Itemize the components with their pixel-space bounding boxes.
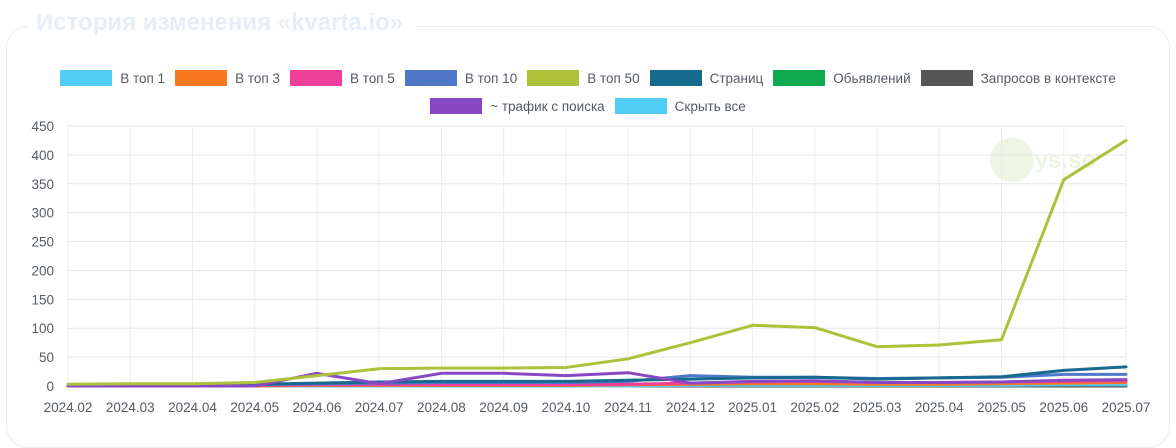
x-tick-label: 2025.04 [915,400,964,415]
y-tick-label: 150 [31,292,54,307]
legend-label: В топ 50 [587,70,640,86]
legend-label: Обьявлений [833,70,911,86]
x-tick-label: 2024.10 [541,400,590,415]
y-tick-label: 400 [31,148,54,163]
legend-row: В топ 1 В топ 3 В топ 5 В топ 10 В топ 50 Стр… [0,64,1176,92]
x-tick-label: 2025.02 [790,400,839,415]
series-line-5 [66,138,1128,386]
legend-swatch [614,98,667,114]
x-tick-label: 2024.02 [44,400,93,415]
x-tick-label: 2024.03 [106,400,155,415]
x-tick-label: 2024.04 [168,400,217,415]
x-tick-label: 2024.05 [230,400,279,415]
y-tick-label: 450 [31,119,54,134]
legend-row: ~ трафик с поиска Скрыть все [0,92,1176,120]
legend-label: В топ 5 [349,70,395,86]
legend-swatch [649,70,702,86]
legend-item-1[interactable]: В топ 1 [60,70,165,86]
watermark-logo-circle [990,138,1034,182]
legend-item-2[interactable]: В топ 3 [175,70,280,86]
legend-item-5[interactable]: В топ 50 [527,70,640,86]
legend-label: Запросов в контексте [980,70,1116,86]
legend-swatch [920,70,973,86]
legend-item-6[interactable]: Страниц [649,70,764,86]
y-tick-label: 250 [31,235,54,250]
legend-label: В топ 1 [120,70,166,86]
keys-so-watermark: keys.so [990,138,1096,182]
legend-item-4[interactable]: В топ 10 [404,70,518,86]
legend-item-8[interactable]: Запросов в контексте [920,70,1116,86]
legend-swatch [404,70,457,86]
y-tick-label: 200 [31,263,54,278]
legend-item-7[interactable]: Обьявлений [773,70,911,86]
x-tick-label: 2025.03 [853,400,902,415]
y-tick-label: 0 [46,379,54,394]
grid [67,125,1127,387]
y-tick-label: 300 [31,206,54,221]
legend-item-9[interactable]: ~ трафик с поиска [430,98,605,114]
legend-item-hide-all[interactable]: Скрыть все [614,98,746,114]
legend-swatch [430,98,483,114]
title-wrap: История изменения «kvarta.io» [28,8,418,38]
legend-label: В топ 3 [235,70,280,86]
x-tick-label: 2024.11 [604,400,652,415]
x-tick-label: 2024.12 [666,400,715,415]
x-tick-label: 2024.06 [293,400,342,415]
page-title: История изменения «kvarta.io» [36,9,404,36]
x-tick-label: 2024.08 [417,400,466,415]
y-tick-label: 100 [31,321,54,336]
legend-swatch [175,70,228,86]
x-tick-label: 2025.06 [1039,400,1088,415]
x-tick-label: 2025.01 [728,400,777,415]
line-chart: keys.so 0 50 100 150 200 250 300 350 400 450 2024… [31,119,1151,415]
legend-label: Скрыть все [674,98,746,114]
x-tick-label: 2025.05 [977,400,1026,415]
y-axis-ticks: 0 50 100 150 200 250 300 350 400 450 [31,119,54,394]
legend-swatch [527,70,580,86]
x-tick-label: 2024.09 [479,400,528,415]
legend: В топ 1 В топ 3 В топ 5 В топ 10 В топ 50 Стр… [0,64,1176,120]
legend-swatch [289,70,342,86]
legend-swatch [60,70,113,86]
legend-item-3[interactable]: В топ 5 [289,70,395,86]
legend-label: ~ трафик с поиска [490,98,605,114]
x-tick-label: 2024.07 [355,400,404,415]
watermark-text: keys.so [1008,147,1096,174]
x-axis-ticks: 2024.02 2024.03 2024.04 2024.05 2024.06 2024.… [44,400,1151,415]
legend-label: Страниц [709,70,764,86]
x-tick-label: 2025.07 [1102,400,1151,415]
legend-swatch [773,70,826,86]
y-tick-label: 50 [39,350,54,365]
series-line-6 [66,365,1128,387]
legend-label: В топ 10 [464,70,518,86]
series-lines [66,138,1128,388]
y-tick-label: 350 [31,177,54,192]
series-line-9 [66,371,1128,388]
